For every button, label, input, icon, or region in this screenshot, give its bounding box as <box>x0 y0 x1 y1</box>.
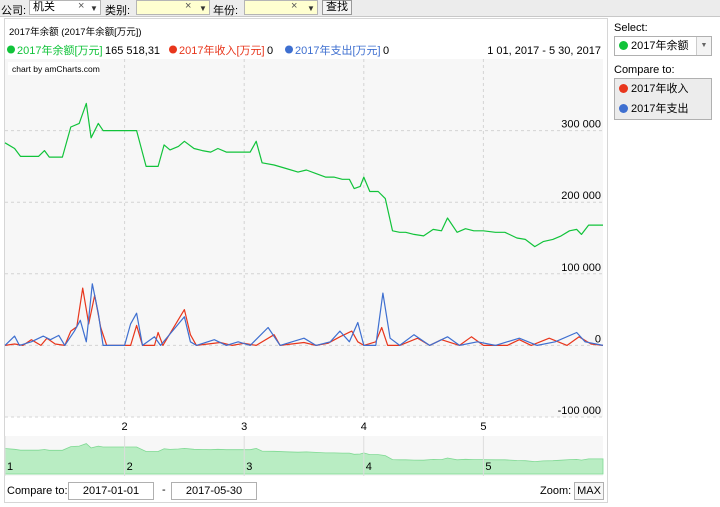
legend-name-income[interactable]: 2017年收入[万元] <box>179 43 265 57</box>
plot-area[interactable] <box>5 59 603 417</box>
select-value: 2017年余额 <box>631 40 689 52</box>
select-label: Select: <box>614 22 648 34</box>
legend-name-expense[interactable]: 2017年支出[万元] <box>295 43 381 57</box>
year-select[interactable]: × ▼ <box>244 0 318 15</box>
scrollbar-tick-label: 4 <box>366 461 372 473</box>
compare-item-label: 2017年支出 <box>631 103 689 115</box>
x-tick-label: 2 <box>122 421 128 433</box>
zoom-label: Zoom: <box>540 485 572 497</box>
category-select[interactable]: × ▼ <box>136 0 210 15</box>
scrollbar-area-series <box>4 443 604 475</box>
compare-label: Compare to: <box>614 64 675 76</box>
series-line-expense[interactable] <box>4 283 604 346</box>
credit-text[interactable]: chart by amCharts.com <box>12 64 100 74</box>
scrollbar-tick-label: 1 <box>7 461 13 473</box>
compare-item-expense[interactable]: 2017年支出 <box>615 99 711 119</box>
clear-icon[interactable]: × <box>291 0 298 12</box>
year-label: 年份: <box>213 5 239 17</box>
from-date-input[interactable] <box>68 482 154 500</box>
compare-item-income[interactable]: 2017年收入 <box>615 79 711 99</box>
compare-list: 2017年收入 2017年支出 <box>614 78 712 120</box>
y-tick-label: 300 000 <box>561 119 601 131</box>
series-lines <box>4 102 604 346</box>
series-line-income[interactable] <box>4 287 604 346</box>
select-color-dot <box>619 41 628 50</box>
scrollbar-tick-label: 2 <box>127 461 133 473</box>
legend-value-expense: 0 <box>383 45 389 57</box>
y-tick-label: -100 000 <box>558 405 601 417</box>
y-tick-label: 200 000 <box>561 190 601 202</box>
date-separator: - <box>162 484 166 496</box>
y-tick-label: 100 000 <box>561 262 601 274</box>
company-value: 机关 <box>33 1 55 13</box>
company-select[interactable]: 机关 × ▼ <box>29 0 101 15</box>
chart-legend: 2017年余额[万元] 165 518,31 2017年收入[万元] 0 201… <box>7 43 601 57</box>
legend-value-balance: 165 518,31 <box>105 45 160 57</box>
legend-value-income: 0 <box>267 45 273 57</box>
series-select[interactable]: 2017年余额 ▼ <box>614 36 712 56</box>
scrollbar-ticks: 1 2 3 4 5 <box>4 436 492 476</box>
clear-icon[interactable]: × <box>185 0 192 12</box>
chevron-down-icon[interactable]: ▼ <box>696 37 711 55</box>
clear-icon[interactable]: × <box>78 0 85 12</box>
zoom-max-button[interactable]: MAX <box>574 482 604 500</box>
scrollbar-preview <box>4 443 604 475</box>
period-selector: Compare to: - Zoom: MAX <box>4 479 608 503</box>
income-color-dot <box>619 84 628 93</box>
compare-period-label: Compare to: <box>7 485 68 497</box>
chevron-down-icon[interactable]: ▼ <box>199 4 207 13</box>
x-tick-label: 5 <box>480 421 486 433</box>
company-label: 公司: <box>1 5 27 17</box>
search-button[interactable]: 查找 <box>322 0 352 15</box>
x-tick-label: 3 <box>241 421 247 433</box>
legend-marker-balance[interactable] <box>7 45 15 54</box>
expense-color-dot <box>619 104 628 113</box>
to-date-input[interactable] <box>171 482 257 500</box>
scrollbar-tick-label: 5 <box>485 461 491 473</box>
category-label: 类别: <box>105 5 131 17</box>
legend-marker-expense[interactable] <box>285 45 293 54</box>
legend-name-balance[interactable]: 2017年余额[万元] <box>17 43 103 57</box>
x-axis-ticks: 2 3 4 5 <box>122 421 487 433</box>
chevron-down-icon[interactable]: ▼ <box>307 4 315 13</box>
credit-badge <box>8 62 100 75</box>
chart-frame <box>4 18 608 503</box>
filter-toolbar: 公司: 机关 × ▼ 类别: × ▼ 年份: × ▼ 查找 <box>0 0 720 17</box>
chart-title: 2017年余额 (2017年余额[万元]) <box>9 26 142 38</box>
y-tick-label: 0 <box>595 333 601 345</box>
compare-item-label: 2017年收入 <box>631 83 689 95</box>
legend-date-range: 1 01, 2017 - 5 30, 2017 <box>487 45 601 57</box>
chevron-down-icon[interactable]: ▼ <box>90 4 98 13</box>
series-line-balance[interactable] <box>4 102 603 248</box>
y-axis-ticks: 300 000 200 000 100 000 0 -100 000 <box>558 119 601 417</box>
legend-marker-income[interactable] <box>169 45 177 54</box>
scrollbar-tick-label: 3 <box>246 461 252 473</box>
series-panel: Select: 2017年余额 ▼ Compare to: 2017年收入 20… <box>614 22 714 120</box>
x-tick-label: 4 <box>361 421 367 433</box>
